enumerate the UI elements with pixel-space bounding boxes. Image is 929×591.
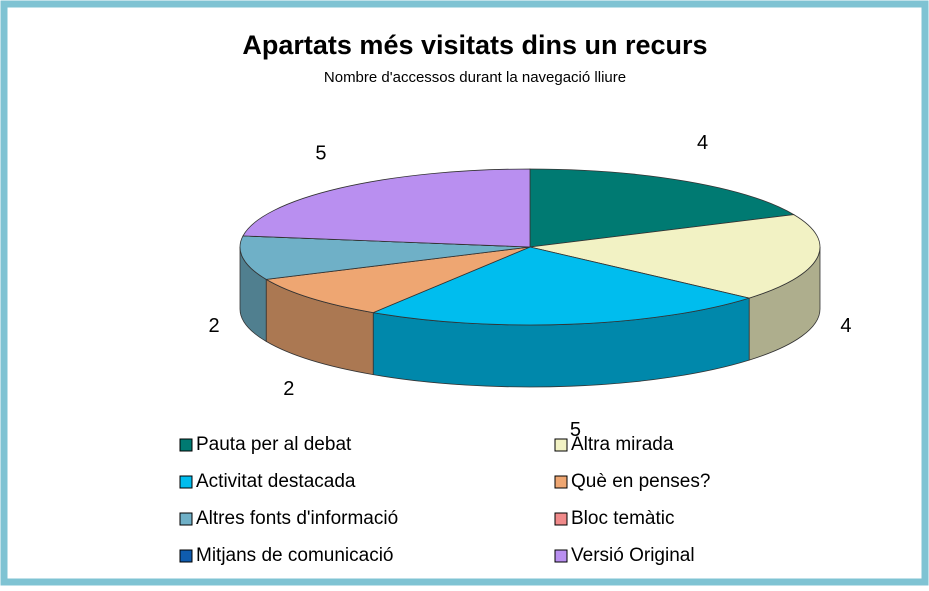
legend-swatch [179,475,193,489]
data-label: 5 [315,142,326,164]
slice [242,168,531,248]
legend-label: Bloc temàtic [571,508,674,529]
legend-label: Altres fonts d'informació [196,508,398,529]
chart-title: Apartats més visitats dins un recurs [242,30,707,60]
data-label: 2 [283,378,294,400]
slice [264,246,531,314]
slice [529,168,796,248]
data-label: 4 [840,315,851,337]
legend-swatch [554,512,568,526]
legend-label: Versió Original [571,545,695,566]
legend-label: Mitjans de comunicació [196,545,393,566]
legend-swatch [179,512,193,526]
slice [239,235,531,280]
data-label: 5 [570,419,581,441]
legend-label: Altra mirada [571,434,674,455]
legend-swatch [179,549,193,563]
legend-swatch [554,475,568,489]
slice [371,246,751,326]
legend-swatch [554,549,568,563]
chart-subtitle: Nombre d'accessos durant la navegació ll… [324,69,626,86]
legend-label: Pauta per al debat [196,434,352,455]
legend-swatch [554,438,568,452]
data-label: 4 [697,132,708,154]
legend-label: Què en penses? [571,471,710,492]
slice [529,214,821,299]
legend-label: Activitat destacada [196,471,356,492]
data-label: 2 [208,315,219,337]
legend-swatch [179,438,193,452]
